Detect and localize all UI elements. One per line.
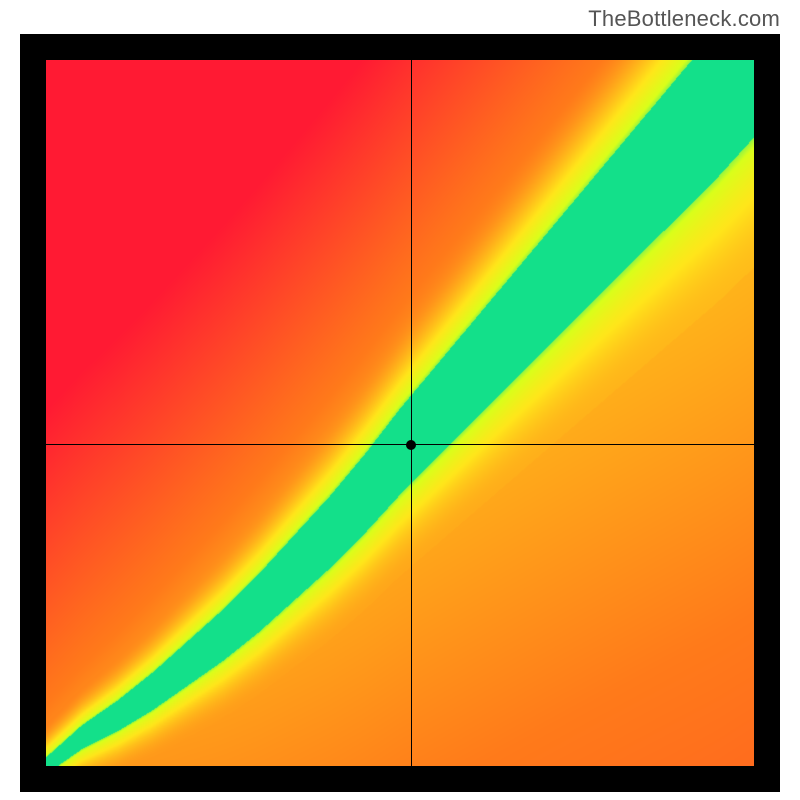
- chart-container: TheBottleneck.com: [0, 0, 800, 800]
- heatmap-canvas: [46, 60, 754, 766]
- watermark-text: TheBottleneck.com: [588, 6, 780, 32]
- crosshair-horizontal: [46, 444, 754, 445]
- crosshair-vertical: [411, 60, 412, 766]
